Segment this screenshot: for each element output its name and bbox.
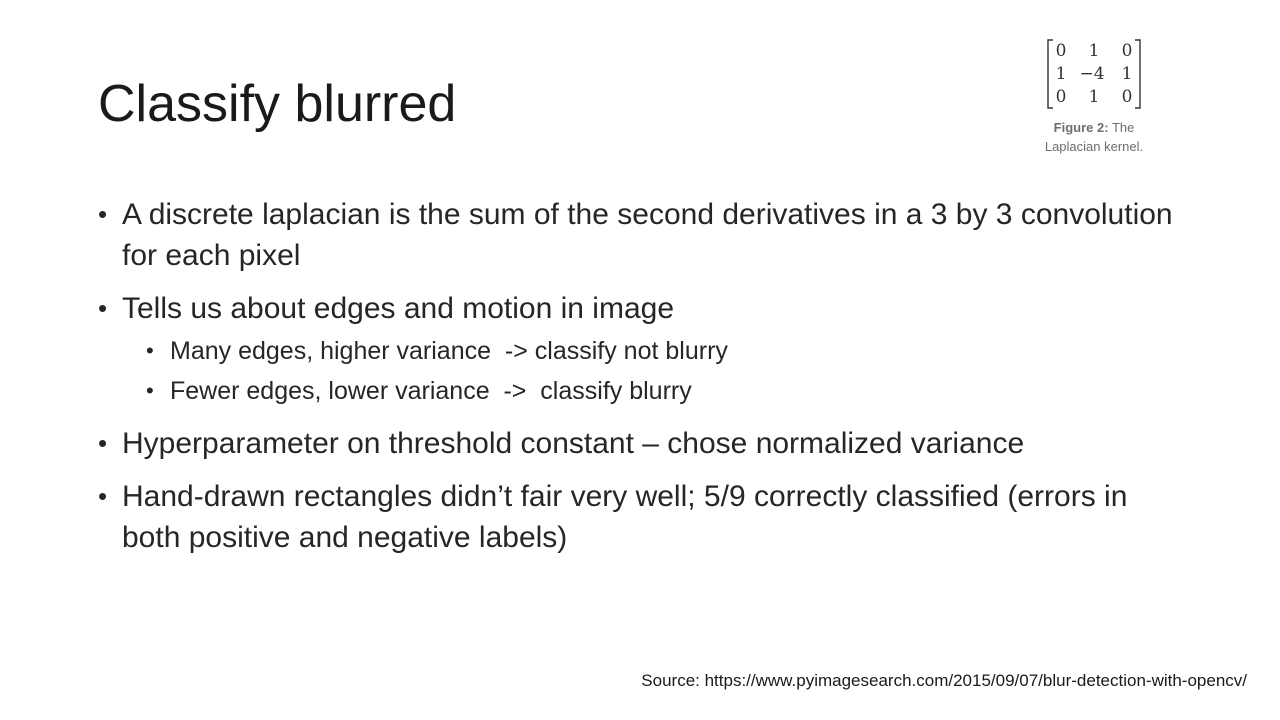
bullet-list: A discrete laplacian is the sum of the s… (98, 194, 1183, 570)
laplacian-matrix: 0 1 0 1 −4 1 0 1 0 (1047, 39, 1141, 109)
matrix-cell: 0 (1122, 87, 1133, 107)
laplacian-kernel-figure: 0 1 0 1 −4 1 0 1 0 Figure 2: The Laplaci… (1040, 38, 1148, 156)
matrix-right-bracket (1135, 39, 1141, 109)
bullet-item: A discrete laplacian is the sum of the s… (98, 194, 1183, 276)
matrix-cell: 0 (1122, 41, 1133, 61)
sub-bullet-list: Many edges, higher variance -> classify … (122, 331, 1183, 411)
sub-bullet-item: Many edges, higher variance -> classify … (146, 331, 1183, 371)
matrix-cell: 1 (1089, 41, 1100, 61)
source-citation: Source: https://www.pyimagesearch.com/20… (641, 671, 1247, 690)
figure-caption-label: Figure 2: (1053, 120, 1109, 135)
matrix-cell: 1 (1089, 87, 1100, 107)
bullet-text: Tells us about edges and motion in image (122, 292, 675, 325)
slide-title: Classify blurred (98, 75, 457, 133)
matrix-cell: 1 (1122, 64, 1133, 84)
bullet-item: Hyperparameter on threshold constant – c… (98, 423, 1183, 464)
matrix-left-bracket (1047, 39, 1053, 109)
matrix-cell: −4 (1079, 64, 1104, 84)
matrix-cell: 0 (1056, 41, 1067, 61)
matrix-cell: 1 (1056, 64, 1067, 84)
bullet-text: A discrete laplacian is the sum of the s… (122, 198, 1173, 272)
bullet-item: Hand-drawn rectangles didn’t fair very w… (98, 476, 1183, 558)
figure-caption: Figure 2: The Laplacian kernel. (1040, 118, 1148, 156)
bullet-text: Hand-drawn rectangles didn’t fair very w… (122, 480, 1128, 554)
bullet-text: Hyperparameter on threshold constant – c… (122, 427, 1025, 460)
sub-bullet-item: Fewer edges, lower variance -> classify … (146, 371, 1183, 411)
bullet-item: Tells us about edges and motion in image… (98, 288, 1183, 411)
figure-caption-text: The Laplacian kernel. (1044, 120, 1144, 154)
matrix-cell: 0 (1056, 87, 1067, 107)
